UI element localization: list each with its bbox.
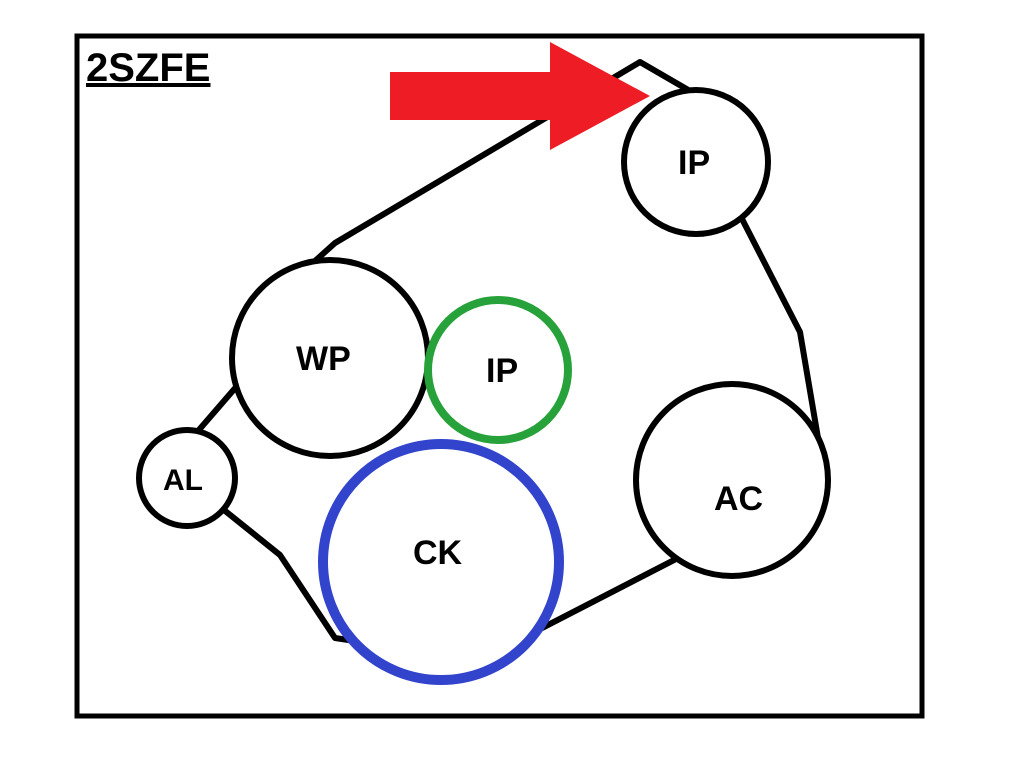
- pulley-label-ac: AC: [714, 480, 763, 518]
- diagram-svg: IP WP IP AL CK AC: [0, 0, 1024, 768]
- diagram-stage: { "frame": { "x": 77, "y": 36, "w": 845,…: [0, 0, 1024, 768]
- pulley-label-ip_top: IP: [678, 144, 710, 182]
- pulley-label-wp: WP: [296, 340, 351, 378]
- pulley-label-al: AL: [163, 464, 203, 497]
- pulley-label-ip_mid: IP: [486, 352, 518, 390]
- pulley-label-ck: CK: [413, 534, 463, 572]
- engine-code-title: 2SZFE: [86, 46, 210, 91]
